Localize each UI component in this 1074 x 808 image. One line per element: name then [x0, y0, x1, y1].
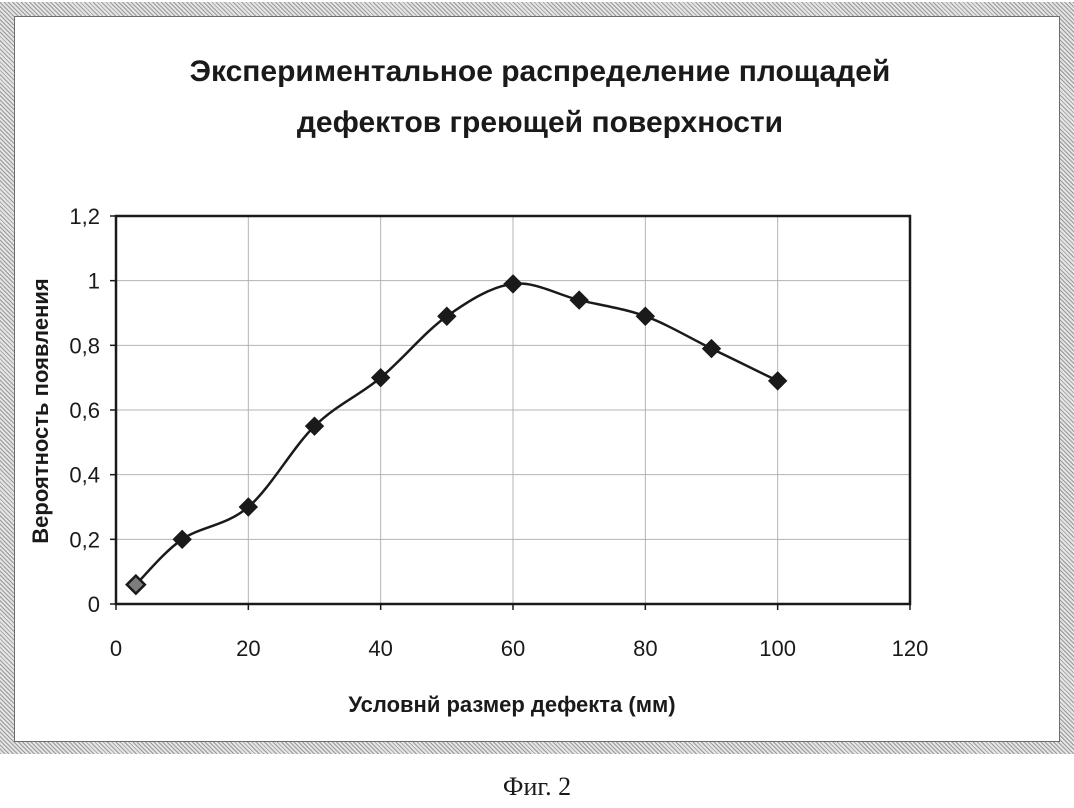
y-tick-label: 0,8 [69, 333, 100, 358]
data-point [570, 291, 588, 309]
chart-title-line-1: Экспериментальное распределение площадей [190, 55, 891, 88]
x-tick-label: 40 [368, 636, 392, 661]
x-tick-label: 120 [892, 636, 929, 661]
y-tick-label: 0,2 [69, 527, 100, 552]
data-point [504, 275, 522, 293]
x-tick-label: 60 [501, 636, 525, 661]
x-tick-label: 0 [110, 636, 122, 661]
y-tick-label: 1 [88, 269, 100, 294]
x-tick-label: 80 [633, 636, 657, 661]
y-tick-label: 0,6 [69, 398, 100, 423]
plot-area [110, 216, 910, 610]
tick-labels: 0 20 40 60 80 100 120 0 0,2 0,4 0,6 0,8 1 1,2 [69, 204, 928, 661]
y-tick-label: 1,2 [69, 204, 100, 229]
data-point [703, 340, 721, 358]
y-tick-label: 0,4 [69, 463, 100, 488]
figure-caption: Фиг. 2 [0, 772, 1074, 802]
data-point [769, 372, 787, 390]
y-tick-label: 0 [88, 592, 100, 617]
chart-svg: Экспериментальное распределение площадей… [0, 0, 1074, 760]
y-axis-title: Вероятность появления [28, 278, 53, 543]
x-tick-label: 20 [236, 636, 260, 661]
x-axis-title: Условнй размер дефекта (мм) [348, 692, 675, 717]
chart-title-line-2: дефектов греющей поверхности [297, 106, 783, 139]
x-tick-label: 100 [759, 636, 796, 661]
data-markers [127, 275, 787, 594]
data-point [636, 307, 654, 325]
